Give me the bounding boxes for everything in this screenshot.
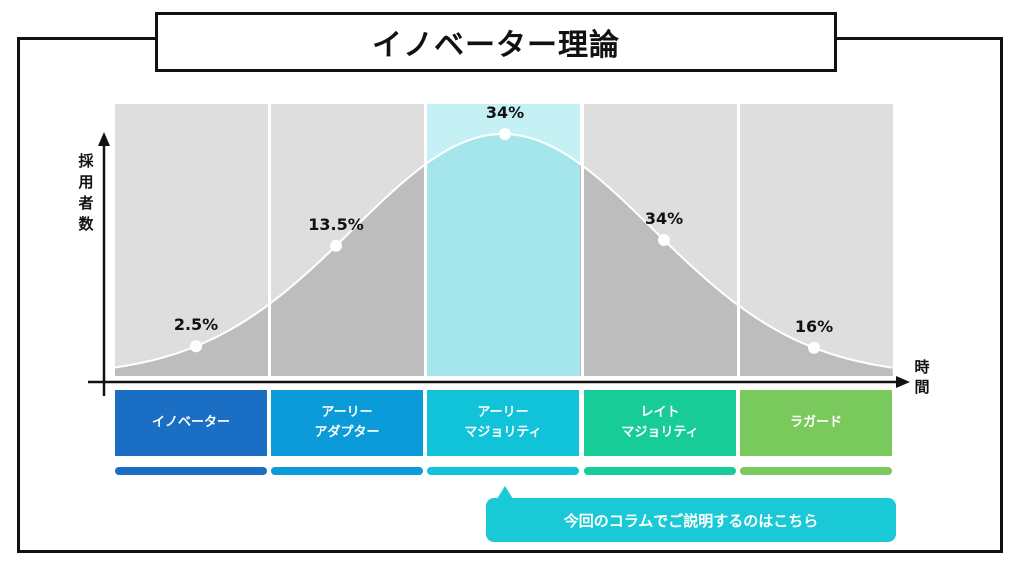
y-axis-arrow-icon xyxy=(98,132,110,146)
category-bar-2 xyxy=(427,467,579,475)
segment-divider xyxy=(737,104,740,376)
cta-button[interactable]: 今回のコラムでご説明するのはこちら xyxy=(486,498,896,542)
x-axis-label: 時間 xyxy=(914,358,929,396)
data-label: 34% xyxy=(486,103,524,122)
data-point xyxy=(658,234,670,246)
segment-divider xyxy=(424,104,427,376)
category-bar-1 xyxy=(271,467,423,475)
segment-divider xyxy=(581,104,584,376)
category-label-3: レイト マジョリティ xyxy=(584,390,736,456)
category-bar-0 xyxy=(115,467,267,475)
category-label-0: イノベーター xyxy=(115,390,267,456)
category-label-1: アーリー アダプター xyxy=(271,390,423,456)
svg-text:用: 用 xyxy=(78,173,93,191)
curve-area-highlight xyxy=(427,134,580,376)
segment-divider xyxy=(268,104,271,376)
data-point xyxy=(499,128,511,140)
svg-text:者: 者 xyxy=(78,194,93,212)
category-label-2: アーリー マジョリティ xyxy=(427,390,579,456)
svg-text:採: 採 xyxy=(78,152,94,170)
data-label: 2.5% xyxy=(174,315,218,334)
data-point xyxy=(808,341,820,354)
svg-text:間: 間 xyxy=(914,378,929,396)
cta-pointer-icon xyxy=(497,486,513,499)
data-label: 13.5% xyxy=(308,215,364,234)
category-bar-4 xyxy=(740,467,892,475)
category-bar-3 xyxy=(584,467,736,475)
chart-title: イノベーター理論 xyxy=(155,12,837,72)
data-point xyxy=(330,239,342,252)
data-point xyxy=(190,340,202,353)
data-label: 16% xyxy=(795,317,833,336)
data-label: 34% xyxy=(645,209,683,228)
svg-text:数: 数 xyxy=(78,215,94,233)
category-label-4: ラガード xyxy=(740,390,892,456)
svg-text:時: 時 xyxy=(914,358,929,376)
x-axis-arrow-icon xyxy=(896,376,910,388)
